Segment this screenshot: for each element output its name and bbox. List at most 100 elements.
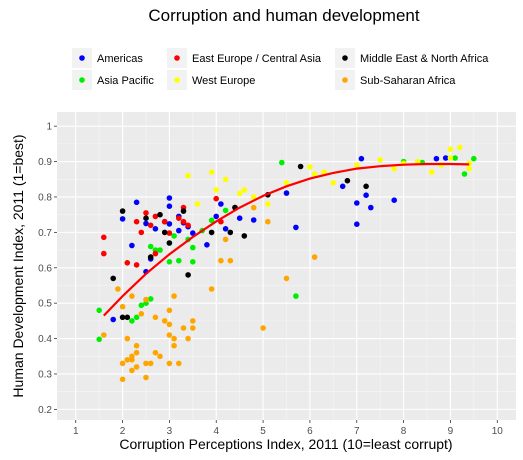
point-middle-east-north-africa bbox=[180, 208, 187, 214]
point-sub-saharan-africa bbox=[190, 325, 196, 331]
point-americas bbox=[218, 201, 224, 207]
point-sub-saharan-africa bbox=[166, 321, 173, 328]
grid-major bbox=[57, 112, 516, 420]
point-sub-saharan-africa bbox=[171, 335, 177, 342]
y-axis-title: Human Development Index, 2011 (1=best) bbox=[10, 134, 26, 397]
point-sub-saharan-africa bbox=[124, 335, 131, 342]
x-tick-label: 5 bbox=[260, 426, 266, 437]
point-sub-saharan-africa bbox=[119, 376, 126, 383]
point-sub-saharan-africa bbox=[166, 307, 173, 314]
point-sub-saharan-africa bbox=[250, 204, 257, 211]
legend-label-west-europe: West Europe bbox=[192, 75, 255, 87]
point-sub-saharan-africa bbox=[147, 360, 154, 367]
point-east-europe-central-asia bbox=[133, 218, 140, 225]
x-tick-label: 7 bbox=[354, 426, 360, 437]
point-americas bbox=[250, 217, 257, 223]
point-east-europe-central-asia bbox=[166, 230, 173, 236]
point-west-europe bbox=[330, 180, 337, 186]
point-middle-east-north-africa bbox=[227, 229, 234, 236]
point-sub-saharan-africa bbox=[152, 314, 159, 321]
y-axis-ticks: 0.2 0.3 0.4 0.5 0.6 0.7 0.8 0.9 1 bbox=[38, 122, 57, 416]
legend-marker-middle-east-north-africa bbox=[342, 55, 348, 61]
point-asia-pacific bbox=[222, 207, 229, 214]
point-americas bbox=[354, 221, 360, 227]
point-west-europe bbox=[265, 201, 271, 207]
point-asia-pacific bbox=[96, 336, 102, 343]
x-axis-title: Corruption Perceptions Index, 2011 (10=l… bbox=[119, 436, 452, 452]
point-west-europe bbox=[414, 158, 421, 165]
point-east-europe-central-asia bbox=[176, 215, 182, 221]
point-west-europe bbox=[447, 155, 454, 161]
y-tick-label: 0.6 bbox=[38, 263, 52, 274]
point-sub-saharan-africa bbox=[161, 318, 168, 324]
point-sub-saharan-africa bbox=[227, 257, 234, 264]
point-sub-saharan-africa bbox=[218, 257, 224, 264]
legend-marker-asia-pacific bbox=[79, 77, 85, 83]
point-sub-saharan-africa bbox=[119, 360, 126, 367]
point-sub-saharan-africa bbox=[129, 293, 135, 299]
point-asia-pacific bbox=[96, 307, 102, 314]
x-tick-label: 3 bbox=[167, 426, 173, 437]
legend: Americas East Europe / Central Asia Middle… bbox=[72, 48, 489, 90]
point-asia-pacific bbox=[166, 259, 173, 265]
y-tick-label: 0.8 bbox=[38, 192, 52, 203]
point-asia-pacific bbox=[147, 243, 154, 250]
point-sub-saharan-africa bbox=[185, 335, 191, 342]
point-americas bbox=[110, 316, 116, 323]
point-americas bbox=[166, 203, 173, 209]
point-west-europe bbox=[208, 169, 215, 175]
point-sub-saharan-africa bbox=[124, 357, 131, 363]
point-asia-pacific bbox=[157, 247, 163, 253]
point-americas bbox=[166, 221, 173, 227]
point-sub-saharan-africa bbox=[101, 332, 107, 338]
point-americas bbox=[190, 230, 196, 236]
x-tick-label: 1 bbox=[73, 426, 79, 437]
legend-label-americas: Americas bbox=[97, 53, 143, 65]
point-americas bbox=[152, 226, 159, 232]
point-west-europe bbox=[236, 190, 243, 197]
point-asia-pacific bbox=[190, 244, 196, 251]
point-west-europe bbox=[321, 169, 327, 175]
point-sub-saharan-africa bbox=[166, 360, 173, 367]
point-east-europe-central-asia bbox=[180, 218, 187, 225]
point-americas bbox=[119, 216, 126, 222]
point-west-europe bbox=[307, 164, 313, 170]
point-americas bbox=[236, 215, 243, 221]
point-americas bbox=[433, 155, 440, 162]
point-americas bbox=[129, 242, 135, 249]
point-west-europe bbox=[457, 144, 463, 151]
point-asia-pacific bbox=[176, 257, 182, 264]
point-americas bbox=[283, 190, 290, 196]
point-americas bbox=[222, 226, 229, 232]
point-west-europe bbox=[222, 176, 229, 183]
x-tick-label: 4 bbox=[213, 426, 219, 437]
point-sub-saharan-africa bbox=[176, 360, 182, 367]
point-sub-saharan-africa bbox=[166, 332, 173, 338]
grid-minor bbox=[57, 112, 516, 420]
point-sub-saharan-africa bbox=[208, 286, 215, 292]
point-sub-saharan-africa bbox=[129, 367, 135, 374]
point-middle-east-north-africa bbox=[157, 211, 163, 218]
point-west-europe bbox=[185, 172, 191, 179]
point-americas bbox=[166, 195, 173, 201]
point-sub-saharan-africa bbox=[115, 286, 121, 292]
point-sub-saharan-africa bbox=[152, 349, 159, 356]
point-west-europe bbox=[311, 171, 318, 177]
point-west-europe bbox=[447, 146, 454, 152]
legend-label-asia-pacific: Asia Pacific bbox=[97, 75, 154, 87]
point-middle-east-north-africa bbox=[161, 229, 168, 236]
chart-title: Corruption and human development bbox=[148, 6, 420, 25]
point-asia-pacific bbox=[129, 318, 135, 324]
point-sub-saharan-africa bbox=[138, 311, 145, 317]
point-americas bbox=[358, 155, 365, 162]
point-sub-saharan-africa bbox=[222, 236, 229, 243]
y-tick-label: 0.4 bbox=[38, 334, 52, 345]
point-americas bbox=[339, 183, 346, 190]
point-americas bbox=[176, 227, 182, 234]
point-sub-saharan-africa bbox=[190, 318, 196, 324]
point-west-europe bbox=[250, 194, 257, 200]
point-middle-east-north-africa bbox=[124, 314, 131, 321]
point-sub-saharan-africa bbox=[171, 293, 177, 299]
point-asia-pacific bbox=[452, 155, 458, 161]
